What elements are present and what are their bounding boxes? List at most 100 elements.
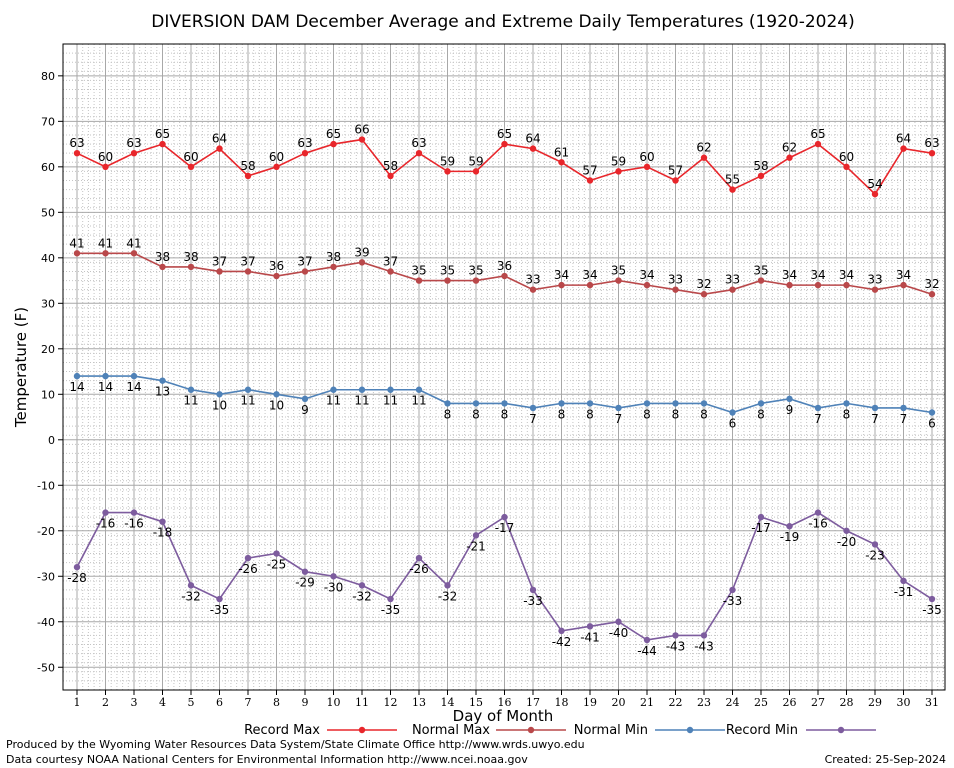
x-tick-label: 14 xyxy=(441,696,455,709)
y-tick-label: 40 xyxy=(41,252,55,265)
normal-min-data-label: 6 xyxy=(928,416,936,430)
record-min-point xyxy=(159,518,166,525)
normal-min-point xyxy=(558,400,565,407)
record-min-point xyxy=(387,595,394,603)
legend-marker-normal-max xyxy=(527,726,535,734)
record-max-point xyxy=(558,159,565,166)
record-min-point xyxy=(643,636,651,644)
record-min-data-label: -28 xyxy=(67,571,87,585)
normal-max-data-label: 32 xyxy=(696,277,711,291)
normal-min-point xyxy=(187,386,195,393)
normal-max-data-label: 38 xyxy=(155,250,170,264)
x-tick-label: 13 xyxy=(412,696,426,709)
record-max-point xyxy=(301,149,309,157)
legend-label-normal-min: Normal Min xyxy=(574,723,648,738)
record-min-point xyxy=(615,618,622,625)
normal-max-point xyxy=(757,277,765,284)
record-max-point xyxy=(472,168,480,175)
normal-max-data-label: 33 xyxy=(668,273,683,287)
normal-max-data-label: 41 xyxy=(69,236,84,250)
record-max-data-label: 66 xyxy=(354,123,369,137)
x-tick-label: 3 xyxy=(131,696,138,709)
record-max-point xyxy=(244,172,252,180)
x-tick-label: 25 xyxy=(754,696,768,709)
record-min-point xyxy=(757,513,765,521)
normal-min-data-label: 8 xyxy=(672,407,680,421)
record-max-point xyxy=(216,145,223,152)
record-max-point xyxy=(415,149,423,157)
record-max-point xyxy=(529,145,537,152)
normal-max-point xyxy=(273,272,280,280)
record-min-point xyxy=(871,541,879,548)
normal-min-data-label: 14 xyxy=(69,380,84,394)
normal-min-point xyxy=(700,400,708,407)
record-min-point xyxy=(73,563,81,571)
record-max-point xyxy=(814,140,822,148)
record-max-point xyxy=(130,149,138,157)
x-tick-label: 1 xyxy=(74,696,81,709)
normal-min-data-label: 9 xyxy=(786,403,794,417)
normal-max-data-label: 37 xyxy=(240,254,255,268)
normal-min-point xyxy=(615,404,622,412)
normal-max-data-label: 35 xyxy=(611,264,626,278)
normal-max-data-label: 33 xyxy=(867,273,882,287)
normal-min-data-label: 8 xyxy=(843,407,851,421)
y-axis-label: Temperature (F) xyxy=(12,307,30,428)
record-min-point xyxy=(472,532,480,539)
record-max-point xyxy=(273,163,280,171)
normal-min-data-label: 11 xyxy=(354,394,369,408)
record-max-data-label: 63 xyxy=(411,136,426,150)
record-max-data-label: 63 xyxy=(297,136,312,150)
record-max-data-label: 60 xyxy=(98,150,113,164)
normal-min-data-label: 11 xyxy=(411,394,426,408)
x-tick-label: 24 xyxy=(726,696,740,709)
normal-max-point xyxy=(358,259,366,266)
y-tick-label: -50 xyxy=(37,661,55,674)
record-min-data-label: -20 xyxy=(837,535,857,549)
normal-max-point xyxy=(558,281,565,289)
normal-max-data-label: 39 xyxy=(354,245,369,259)
record-max-data-label: 61 xyxy=(554,145,569,159)
record-min-data-label: -35 xyxy=(381,603,401,617)
record-max-data-label: 63 xyxy=(126,136,141,150)
record-min-point xyxy=(216,595,223,603)
legend-marker-normal-min xyxy=(686,726,694,734)
normal-max-point xyxy=(843,281,850,289)
record-min-data-label: -32 xyxy=(352,589,372,603)
y-tick-label: 10 xyxy=(41,388,55,401)
normal-min-point xyxy=(415,386,423,393)
record-min-data-label: -17 xyxy=(751,521,771,535)
record-min-data-label: -16 xyxy=(96,517,116,531)
normal-min-point xyxy=(216,391,223,398)
x-tick-label: 20 xyxy=(612,696,626,709)
normal-max-point xyxy=(444,277,451,284)
normal-max-point xyxy=(472,277,480,284)
record-max-point xyxy=(358,136,366,143)
normal-min-point xyxy=(757,400,765,407)
normal-min-point xyxy=(472,400,480,407)
normal-min-data-label: 7 xyxy=(814,412,822,426)
normal-min-data-label: 11 xyxy=(240,394,255,408)
x-tick-label: 6 xyxy=(216,696,223,709)
record-max-data-label: 59 xyxy=(440,154,455,168)
x-tick-label: 11 xyxy=(355,696,369,709)
normal-max-point xyxy=(130,250,138,257)
x-tick-label: 8 xyxy=(273,696,280,709)
normal-max-point xyxy=(900,281,907,289)
record-max-point xyxy=(843,163,850,171)
normal-max-point xyxy=(102,250,109,257)
record-max-data-label: 62 xyxy=(782,141,797,155)
normal-min-point xyxy=(786,395,793,403)
record-max-point xyxy=(729,186,736,193)
normal-min-data-label: 8 xyxy=(444,407,452,421)
record-max-data-label: 65 xyxy=(155,127,170,141)
record-max-data-label: 60 xyxy=(183,150,198,164)
record-min-point xyxy=(900,577,907,585)
normal-max-data-label: 41 xyxy=(126,236,141,250)
record-min-data-label: -41 xyxy=(580,630,600,644)
x-tick-label: 12 xyxy=(384,696,398,709)
y-tick-label: 50 xyxy=(41,206,55,219)
record-max-data-label: 64 xyxy=(212,132,227,146)
record-max-point xyxy=(643,163,651,171)
